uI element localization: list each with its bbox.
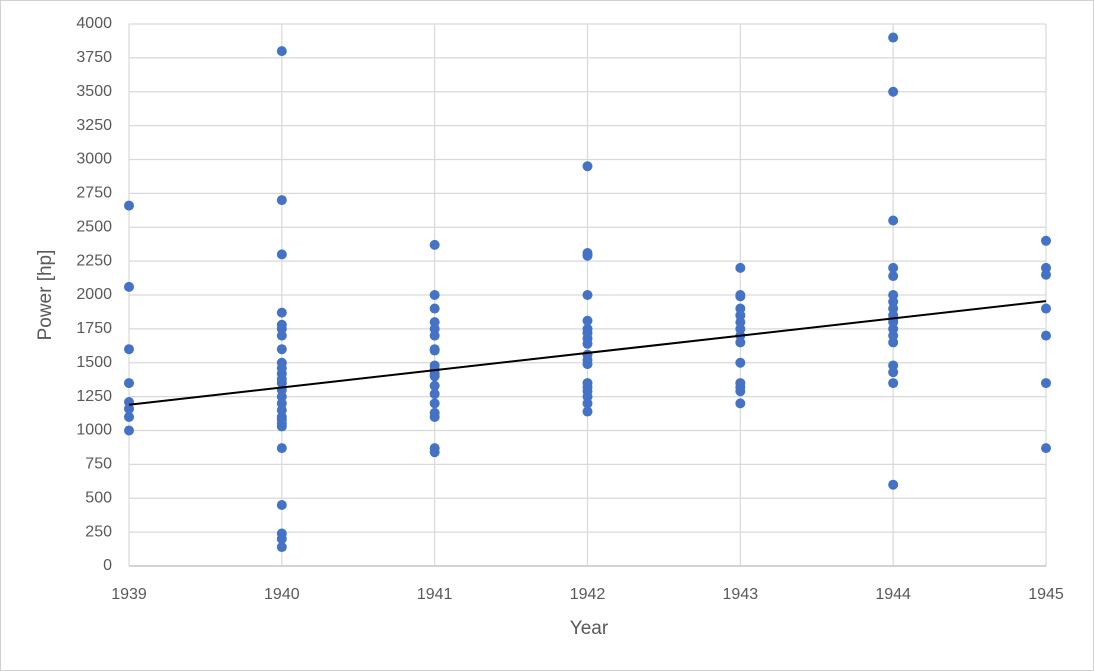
point bbox=[888, 337, 899, 348]
x-tick-label: 1939 bbox=[111, 586, 147, 603]
point bbox=[1041, 443, 1051, 454]
point bbox=[888, 215, 899, 226]
y-tick-label: 2500 bbox=[76, 218, 112, 235]
x-tick-label: 1944 bbox=[875, 586, 911, 603]
point bbox=[124, 403, 134, 414]
point bbox=[735, 386, 746, 397]
y-tick-label: 3500 bbox=[76, 83, 112, 100]
point bbox=[735, 398, 746, 409]
point bbox=[582, 406, 593, 417]
point bbox=[276, 307, 287, 318]
y-tick-label: 1750 bbox=[76, 320, 112, 337]
point bbox=[582, 338, 593, 349]
point bbox=[276, 195, 287, 206]
point bbox=[1041, 378, 1051, 389]
y-tick-label: 2000 bbox=[76, 286, 112, 303]
y-tick-label: 3250 bbox=[76, 117, 112, 134]
y-tick-label: 500 bbox=[85, 489, 112, 506]
y-tick-label: 1500 bbox=[76, 354, 112, 371]
point bbox=[1041, 269, 1051, 280]
point bbox=[1041, 303, 1051, 314]
x-tick-label: 1941 bbox=[417, 586, 453, 603]
point bbox=[888, 378, 899, 389]
point bbox=[429, 290, 440, 300]
y-tick-label: 2250 bbox=[76, 252, 112, 269]
point bbox=[276, 344, 287, 355]
point bbox=[888, 32, 899, 43]
point bbox=[429, 239, 440, 250]
point bbox=[124, 200, 134, 211]
point bbox=[429, 303, 440, 314]
point bbox=[735, 337, 746, 348]
point bbox=[1041, 235, 1051, 246]
point bbox=[582, 250, 593, 261]
point bbox=[276, 542, 287, 553]
y-tick-label: 3750 bbox=[76, 49, 112, 66]
y-tick-label: 2750 bbox=[76, 185, 112, 202]
y-tick-label: 250 bbox=[85, 523, 112, 540]
point bbox=[124, 411, 134, 422]
point bbox=[888, 479, 899, 490]
point bbox=[276, 330, 287, 341]
point bbox=[735, 357, 746, 368]
point bbox=[124, 344, 134, 355]
y-tick-label: 0 bbox=[103, 557, 112, 574]
x-tick-label: 1943 bbox=[723, 586, 759, 603]
point bbox=[429, 388, 440, 399]
point bbox=[582, 290, 593, 300]
point bbox=[276, 500, 287, 511]
y-tick-label: 4000 bbox=[76, 15, 112, 32]
point bbox=[582, 398, 593, 409]
point bbox=[276, 46, 287, 57]
point bbox=[429, 411, 440, 422]
point bbox=[429, 398, 440, 409]
y-tick-label: 1000 bbox=[76, 422, 112, 439]
x-tick-label: 1940 bbox=[264, 586, 300, 603]
point bbox=[124, 378, 134, 389]
y-axis-title: Power [hp] bbox=[35, 250, 56, 341]
point bbox=[735, 262, 746, 273]
y-tick-label: 1250 bbox=[76, 388, 112, 405]
point bbox=[124, 281, 134, 292]
point bbox=[276, 533, 287, 544]
point bbox=[1041, 330, 1051, 341]
point bbox=[429, 345, 440, 356]
point bbox=[124, 425, 134, 436]
point bbox=[429, 330, 440, 341]
point bbox=[888, 86, 899, 97]
trend-line bbox=[128, 300, 1047, 406]
point bbox=[582, 315, 593, 326]
point bbox=[888, 262, 899, 273]
point bbox=[276, 443, 287, 454]
point bbox=[276, 249, 287, 260]
point bbox=[582, 161, 593, 172]
x-tick-label: 1945 bbox=[1028, 586, 1064, 603]
point bbox=[429, 371, 440, 382]
point bbox=[582, 359, 593, 370]
point bbox=[429, 447, 440, 458]
y-tick-label: 750 bbox=[85, 456, 112, 473]
point bbox=[735, 291, 746, 302]
point bbox=[276, 421, 287, 432]
x-axis-title: Year bbox=[570, 618, 609, 639]
point bbox=[429, 380, 440, 391]
point bbox=[888, 367, 899, 378]
y-tick-label: 3000 bbox=[76, 151, 112, 168]
x-tick-label: 1942 bbox=[570, 586, 606, 603]
point bbox=[888, 271, 899, 282]
